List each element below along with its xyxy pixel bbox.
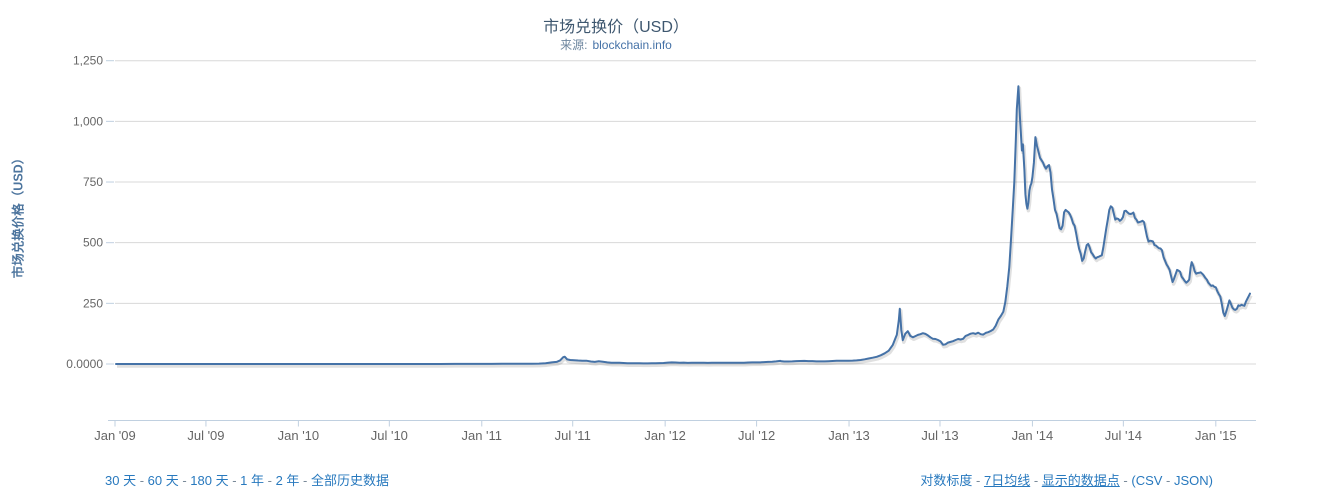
range-link-30d[interactable]: 30 天 — [105, 473, 137, 488]
range-link-all-history[interactable]: 全部历史数据 — [310, 473, 389, 488]
chart-subtitle: 来源: blockchain.info — [0, 36, 1232, 53]
x-tick-label: Jan '14 — [1012, 428, 1054, 443]
chart-option-links: 对数标度 - 7日均线 - 显示的数据点 - (CSV - JSON) — [920, 470, 1213, 489]
y-tick-label: 500 — [83, 236, 103, 250]
y-tick-label: 0.0000 — [66, 357, 103, 371]
export-paren-close: ) — [1208, 473, 1213, 488]
range-link-60d[interactable]: 60 天 — [147, 473, 179, 488]
y-tick-label: 1,250 — [73, 54, 103, 68]
range-link-2y[interactable]: 2 年 — [275, 473, 300, 488]
link-separator: - — [1119, 473, 1132, 488]
x-tick-label: Jul '13 — [921, 428, 958, 443]
y-tick-label: 250 — [83, 296, 103, 310]
y-tick-label: 1,000 — [73, 114, 103, 128]
data-points-link[interactable]: 显示的数据点 — [1041, 473, 1120, 488]
link-separator: - — [1030, 473, 1042, 488]
link-separator: - — [972, 473, 984, 488]
y-tick-label: 750 — [83, 175, 103, 189]
x-tick-label: Jul '11 — [555, 428, 591, 443]
x-tick-label: Jul '09 — [187, 428, 224, 443]
price-line-shadow — [117, 86, 1253, 368]
chart-footer: 30 天 - 60 天 - 180 天 - 1 年 - 2 年 - 全部历史数据… — [0, 468, 1319, 490]
x-tick-label: Jan '13 — [828, 428, 870, 443]
csv-link[interactable]: CSV — [1135, 473, 1163, 488]
json-link[interactable]: JSON — [1173, 473, 1209, 488]
source-label: 来源: — [560, 38, 588, 52]
x-tick-label: Jan '09 — [94, 428, 136, 443]
x-tick-label: Jan '11 — [461, 428, 502, 443]
x-tick-label: Jan '15 — [1195, 428, 1237, 443]
range-link-1y[interactable]: 1 年 — [240, 473, 264, 488]
x-tick-label: Jan '12 — [644, 428, 686, 443]
link-separator: - — [178, 473, 191, 488]
chart-title: 市场兑换价（USD） — [543, 19, 689, 36]
time-range-links: 30 天 - 60 天 - 180 天 - 1 年 - 2 年 - 全部历史数据 — [105, 470, 389, 489]
x-tick-label: Jul '10 — [371, 428, 408, 443]
x-tick-label: Jan '10 — [278, 428, 320, 443]
price-line — [115, 85, 1251, 365]
x-tick-label: Jul '14 — [1105, 428, 1142, 443]
link-separator: - — [228, 473, 241, 488]
ma7-link[interactable]: 7日均线 — [983, 473, 1031, 488]
export-paren-open: ( — [1131, 473, 1136, 488]
range-link-180d[interactable]: 180 天 — [190, 473, 229, 488]
log-scale-link[interactable]: 对数标度 — [920, 473, 973, 488]
source-link[interactable]: blockchain.info — [592, 38, 672, 52]
link-separator: - — [264, 473, 276, 488]
link-separator: - — [136, 473, 148, 488]
x-tick-label: Jul '12 — [738, 428, 775, 443]
link-separator: - — [299, 473, 311, 488]
link-separator: - — [1162, 473, 1174, 488]
